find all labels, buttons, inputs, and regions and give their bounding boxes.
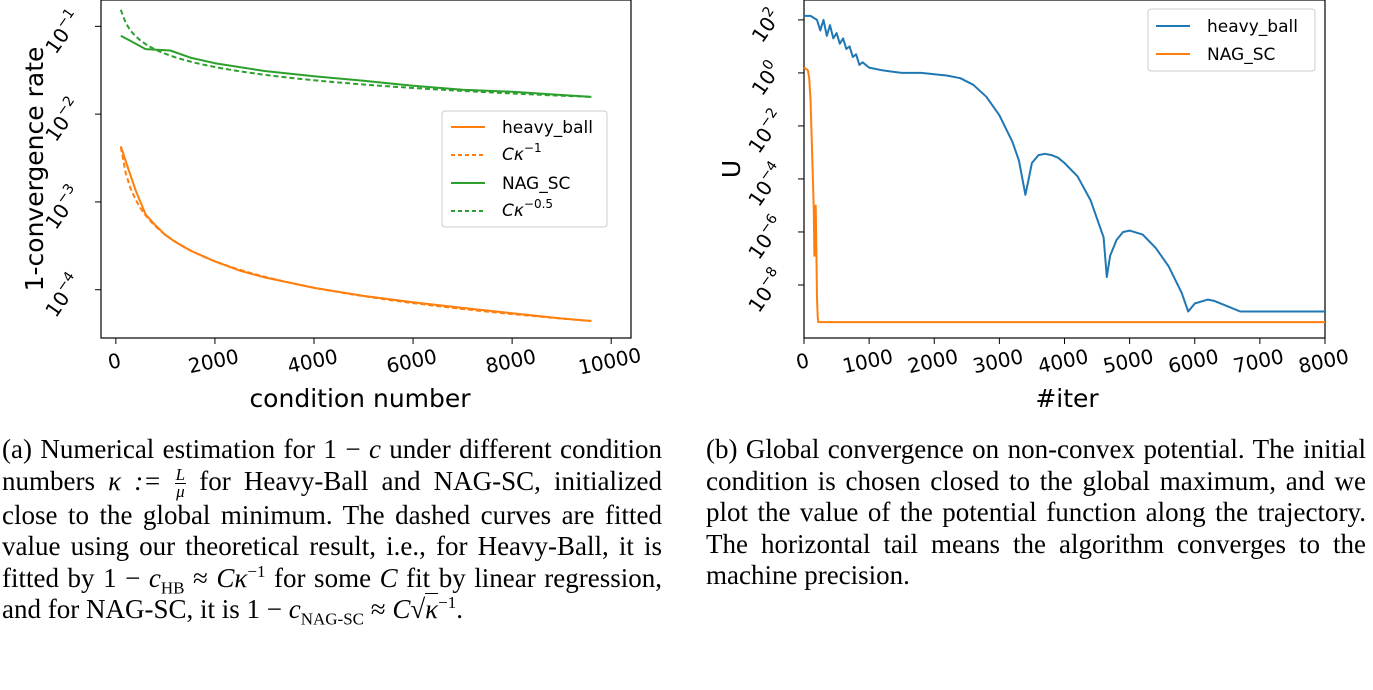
x-tick-label-b: 2000 [905, 344, 960, 378]
caption-a-sub-hb: HB [160, 578, 185, 598]
y-tick-label-b: 10−2 [742, 105, 790, 158]
y-tick-label-b: 10−8 [742, 264, 790, 317]
x-tick-label-b: 3000 [971, 344, 1026, 378]
caption-a-ck: Cκ [216, 562, 248, 593]
y-tick-base: 10 [747, 65, 781, 100]
legend-label-fit-invsqrt-a: Cκ−0.5 [502, 197, 553, 221]
y-tick-label-b: 10−4 [742, 158, 790, 211]
series-lines-b [803, 14, 1325, 324]
legend-a: heavy_ball Cκ−1 NAG_SC Cκ−0.5 [441, 110, 608, 228]
panel-a: 0 2000 4000 6000 8000 10000 10−110−210−310−4 … [20, 0, 643, 413]
caption-a-sub-nag: NAG-SC [300, 609, 364, 629]
legend-label-nag-sc-b: NAG_SC [1207, 45, 1275, 65]
x-ticks-a: 0 2000 4000 6000 8000 10000 [106, 338, 643, 380]
frac-den-text: μ [176, 481, 185, 501]
caption-a-sqrt-body: κ [425, 593, 439, 625]
legend-label-fit-invsqrt-exp: −0.5 [524, 197, 553, 211]
y-axis-title-b: U [717, 160, 746, 178]
series-line-NAG-SC-a [120, 34, 592, 98]
legend-label-nag-sc-a: NAG_SC [502, 174, 570, 194]
y-tick-base: 10 [743, 176, 777, 211]
caption-a-after-frac: for Heavy-Ball and NAG-SC, initialized c… [2, 465, 662, 593]
x-tick-label-b: 5000 [1101, 344, 1156, 378]
x-tick-label-b: 0 [794, 348, 811, 374]
series-line-fit-inv-a [119, 146, 592, 322]
x-tick-label-a: 4000 [285, 344, 340, 378]
x-tick-label-b: 8000 [1296, 344, 1351, 378]
x-ticks-b: 0 1000 2000 3000 4000 5000 6000 7000 8000 [794, 338, 1351, 378]
y-tick-base: 10 [743, 282, 777, 317]
y-tick-base: 10 [743, 229, 777, 264]
y-tick-base: 10 [743, 123, 777, 158]
x-tick-label-a: 8000 [483, 344, 538, 378]
caption-a-C: C [379, 562, 398, 593]
x-tick-label-a: 10000 [576, 343, 643, 380]
x-tick-label-b: 6000 [1166, 344, 1221, 378]
legend-label-fit-inv-a: Cκ−1 [502, 141, 542, 165]
legend-box-a [441, 110, 608, 228]
caption-a-c: c [368, 434, 381, 464]
caption-a-kappa-def: κ := [108, 465, 175, 496]
x-axis-title-b: #iter [1035, 384, 1099, 413]
series-line-fit-invsqrt-a [119, 9, 592, 98]
legend-label-fit-invsqrt-base: Cκ [502, 201, 524, 221]
caption-a-approx-nag: ≈ [364, 594, 393, 625]
caption-a-after-ck: for some [265, 562, 380, 593]
legend-b: heavy_ball NAG_SC [1147, 8, 1316, 72]
x-tick-label-b: 7000 [1231, 344, 1286, 378]
x-tick-label-a: 0 [106, 348, 123, 374]
y-tick-label-b: 102 [745, 4, 786, 47]
caption-a-after-c: under different condition numbers [2, 434, 663, 496]
caption-a-end: . [456, 594, 463, 625]
x-tick-label-b: 4000 [1036, 344, 1091, 378]
x-tick-label-b: 1000 [840, 344, 895, 378]
caption-a-prefix: (a) Numerical estimation for 1 − [2, 434, 369, 464]
y-ticks-b: 102 100 10−210−410−610−8 [742, 4, 804, 317]
legend-label-heavy-ball-a: heavy_ball [502, 118, 593, 138]
legend-label-heavy-ball-b: heavy_ball [1207, 17, 1298, 37]
legend-label-fit-inv-base: Cκ [502, 145, 524, 165]
caption-b: (b) Global convergence on non-convex pot… [706, 434, 1366, 590]
x-tick-label-a: 6000 [384, 344, 439, 378]
series-line-heavy-ball-b [804, 14, 1325, 313]
y-tick-base: 10 [747, 12, 781, 47]
y-axis-title-a: 1-convergence rate [20, 47, 49, 292]
caption-a-approx-hb: ≈ [184, 562, 217, 593]
frac-num-text: L [175, 464, 186, 484]
series-line-NAG-SC-b [803, 66, 1325, 324]
caption-a: (a) Numerical estimation for 1 − c under… [2, 434, 663, 629]
caption-a-c-nag: c [288, 594, 301, 625]
caption-a-frac-num: L [174, 464, 187, 484]
legend-box-b [1147, 8, 1316, 72]
series-lines-a [119, 9, 592, 322]
x-tick-label-a: 2000 [186, 344, 241, 378]
caption-a-ck-exp: −1 [247, 561, 266, 581]
caption-a-after-C: fit by linear regression, and for NAG-SC… [2, 562, 662, 625]
y-tick-label-b: 100 [745, 57, 786, 100]
caption-a-c-hb: c [148, 562, 161, 593]
caption-a-sqrt-sym: √ [410, 594, 426, 625]
panel-b: 0 1000 2000 3000 4000 5000 6000 7000 8000 102100… [717, 0, 1351, 413]
figure: 0 2000 4000 6000 8000 10000 10−110−210−310−4 … [20, 0, 1351, 413]
x-axis-title-a: condition number [249, 384, 471, 413]
axes-frame-a [100, 0, 632, 339]
caption-a-C2: C [392, 594, 411, 625]
caption-a-frac-den: μ [175, 481, 186, 501]
sqrt-body-text: κ [425, 594, 439, 625]
caption-a-sqrt-exp: −1 [438, 593, 457, 613]
legend-label-fit-inv-exp: −1 [524, 141, 542, 155]
y-tick-label-b: 10−6 [742, 211, 790, 264]
